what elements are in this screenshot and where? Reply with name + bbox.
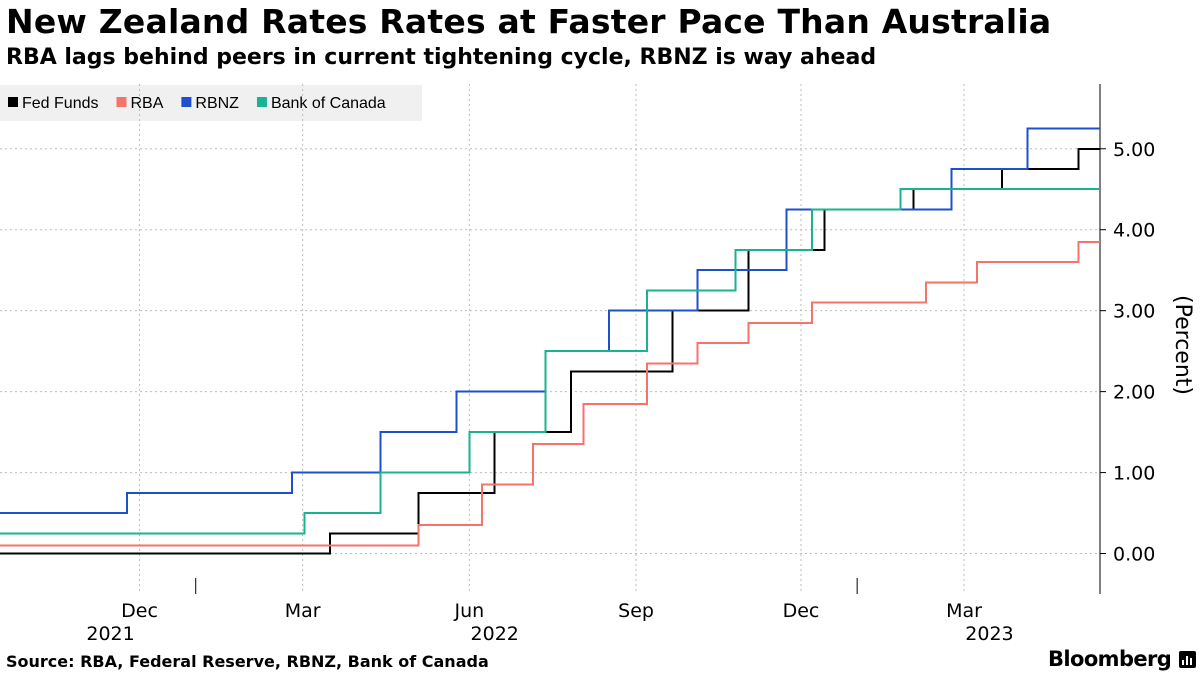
y-tick-label: 4.00 (1113, 220, 1155, 242)
x-tick-label: Mar (946, 600, 982, 622)
legend-label: RBNZ (195, 95, 239, 112)
x-tick-label: Jun (454, 600, 485, 622)
x-tick-label: Mar (285, 600, 321, 622)
year-label: 2021 (86, 623, 134, 645)
legend-label: Bank of Canada (271, 95, 386, 112)
legend-swatch (116, 97, 127, 107)
chart-axes: 0.00 1.00 2.00 3.00 4.00 5.00 Dec Mar Jun Sep Dec M… (86, 84, 1195, 645)
series-line-bank-of-canada (0, 188, 1100, 535)
chart-grid (0, 84, 1100, 594)
year-label: 2023 (965, 623, 1013, 645)
legend-swatch (8, 97, 18, 107)
source-note: Source: RBA, Federal Reserve, RBNZ, Bank… (6, 652, 489, 671)
legend-swatch (256, 97, 267, 107)
x-tick-label: Sep (618, 600, 654, 622)
legend-label: Fed Funds (22, 95, 98, 112)
series-line-fed-funds (0, 147, 1100, 555)
legend-swatch (181, 97, 192, 107)
legend-label: RBA (130, 95, 163, 112)
brand-logo: Bloomberg (1048, 647, 1172, 671)
y-tick-label: 5.00 (1113, 139, 1155, 161)
chart-legend: Fed Funds RBA RBNZ Bank of Canada (0, 85, 422, 121)
x-tick-label: Dec (783, 600, 820, 622)
y-tick-label: 3.00 (1113, 301, 1155, 323)
bloomberg-terminal-icon (1179, 651, 1196, 668)
y-tick-label: 2.00 (1113, 382, 1155, 404)
chart-title: New Zealand Rates Rates at Faster Pace T… (6, 2, 1052, 41)
chart-series (0, 127, 1100, 555)
x-tick-label: Dec (121, 600, 158, 622)
y-tick-label: 0.00 (1113, 544, 1155, 566)
series-line-rba (0, 240, 1100, 547)
chart-subtitle: RBA lags behind peers in current tighten… (6, 45, 877, 70)
y-axis-title: (Percent) (1170, 295, 1195, 395)
year-label: 2022 (471, 623, 519, 645)
y-tick-label: 1.00 (1113, 463, 1155, 485)
series-line-rbnz (0, 127, 1100, 514)
